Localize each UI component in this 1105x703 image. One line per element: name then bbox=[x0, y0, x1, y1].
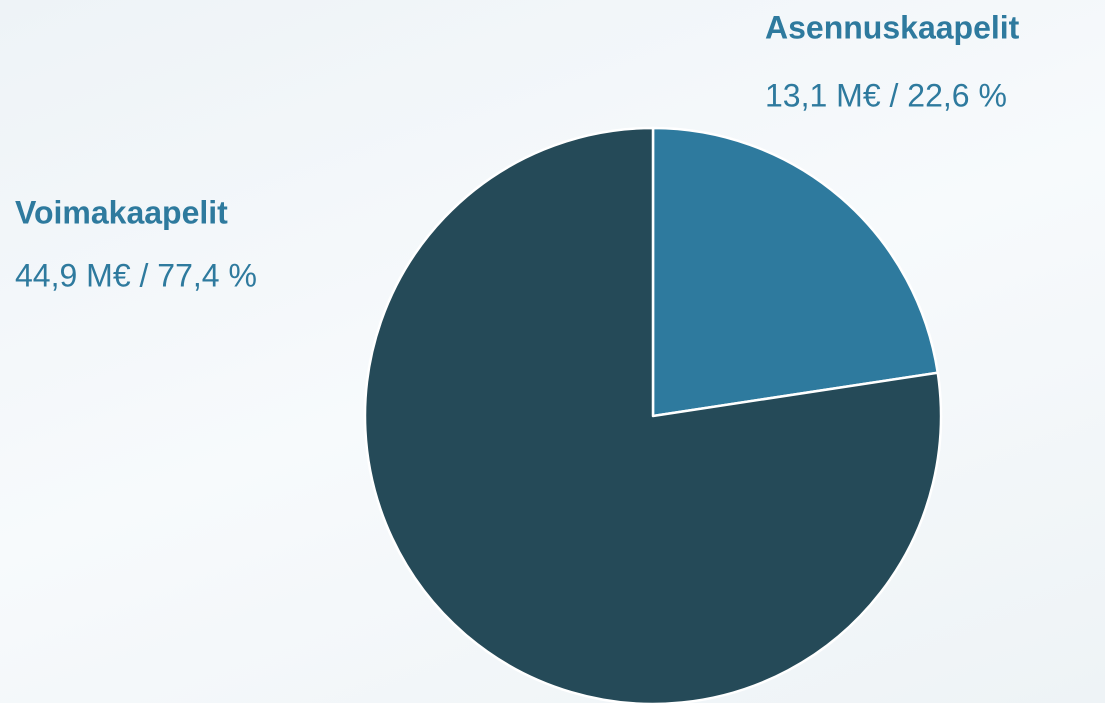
pie-slice bbox=[363, 126, 943, 703]
slice-value-label: 13,1 M€ / 22,6 % bbox=[765, 77, 1007, 113]
slice-label: Voimakaapelit bbox=[15, 194, 228, 230]
pie-slice bbox=[651, 126, 939, 418]
slice-label: Asennuskaapelit bbox=[765, 9, 1020, 45]
slice-value-label: 44,9 M€ / 77,4 % bbox=[15, 257, 257, 293]
